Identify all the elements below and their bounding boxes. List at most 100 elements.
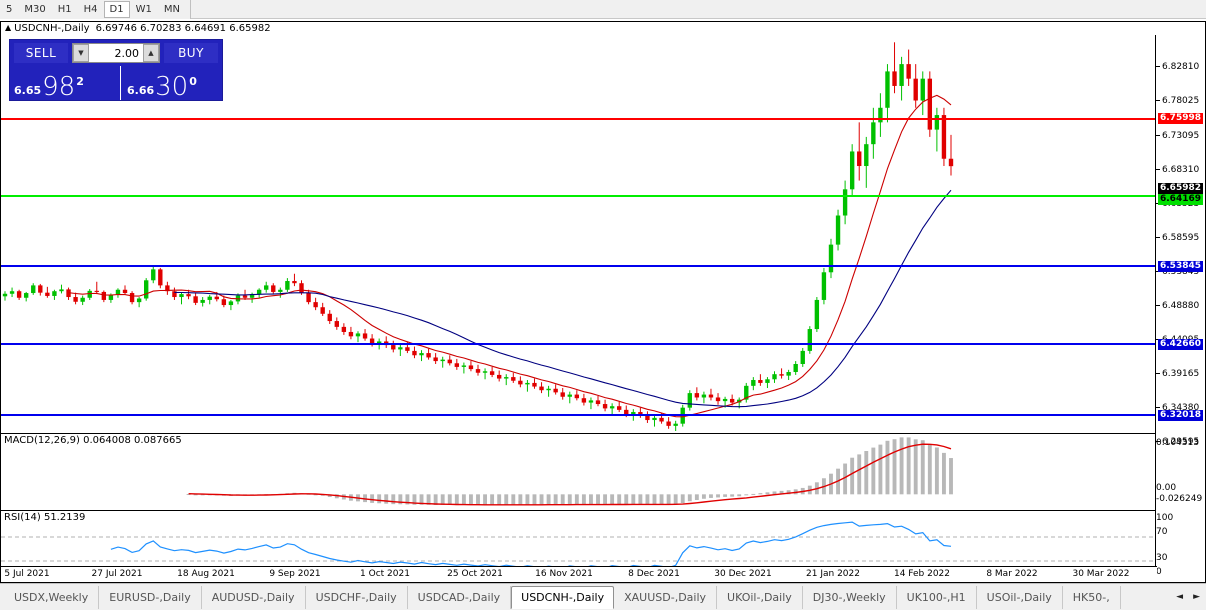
tab-scroll-right-icon[interactable]: ► [1193, 592, 1200, 602]
price-marker-tag: 6.75998 [1158, 113, 1203, 124]
price-tick-label: 6.82810 [1156, 62, 1199, 72]
time-axis-label: 25 Oct 2021 [447, 569, 503, 579]
tab-scroll-left-icon[interactable]: ◄ [1176, 592, 1184, 602]
sell-button[interactable]: SELL [14, 43, 68, 63]
time-axis-label: 8 Dec 2021 [628, 569, 680, 579]
one-click-trading-panel[interactable]: SELL ▼ 2.00 ▲ BUY 6.65 98 2 6.66 30 0 [9, 39, 223, 101]
chart-tab-usdchfdaily[interactable]: USDCHF-,Daily [306, 585, 408, 609]
timeframe-button-mn[interactable]: MN [163, 4, 180, 15]
tab-scroll-arrows[interactable]: ◄ ► [1176, 592, 1206, 602]
macd-tick-label: 0.104313 [1156, 438, 1199, 448]
buy-price-fraction: 0 [189, 75, 197, 88]
rsi-tick-label: 100 [1156, 513, 1174, 523]
price-tick-label: 6.29595 [1156, 437, 1199, 447]
price-marker-tag: 6.53845 [1158, 261, 1203, 272]
trade-panel-top-row: SELL ▼ 2.00 ▲ BUY [10, 40, 222, 66]
candlestick-plot [2, 42, 954, 431]
price-tick-label: 6.78025 [1156, 96, 1199, 106]
time-axis-label: 30 Mar 2022 [1072, 569, 1130, 579]
time-axis[interactable]: 5 Jul 2021 27 Jul 2021 18 Aug 2021 9 Sep 20… [1, 566, 1157, 582]
chart-tab-eurusddaily[interactable]: EURUSD-,Daily [99, 585, 202, 609]
price-tick-label: 6.39165 [1156, 369, 1199, 379]
time-axis-label: 30 Dec 2021 [714, 569, 772, 579]
chart-tab-hk50[interactable]: HK50-, [1063, 585, 1121, 609]
macd-signal-line [188, 443, 952, 506]
level-line-blue[interactable] [1, 414, 1157, 416]
price-tick-label: 6.34380 [1156, 403, 1199, 413]
level-line-red[interactable] [1, 118, 1157, 120]
time-axis-label: 21 Jan 2022 [806, 569, 860, 579]
level-line-green[interactable] [1, 195, 1157, 197]
rsi-tick-label: 0 [1156, 567, 1162, 577]
sell-price-prefix: 6.65 [14, 84, 42, 97]
volume-stepper[interactable]: ▼ 2.00 ▲ [72, 43, 160, 63]
chart-tab-xauusddaily[interactable]: XAUUSD-,Daily [614, 585, 718, 609]
timeframe-button-5[interactable]: 5 [6, 4, 13, 15]
macd-pane[interactable]: MACD(12,26,9) 0.064008 0.087665 [1, 433, 1157, 509]
time-axis-label: 16 Nov 2021 [535, 569, 593, 579]
chart-tab-usdcaddaily[interactable]: USDCAD-,Daily [408, 585, 512, 609]
chart-ohlc-values: 6.69746 6.70283 6.64691 6.65982 [95, 23, 271, 34]
moving-average-slow [174, 189, 952, 408]
buy-button[interactable]: BUY [164, 43, 218, 63]
timeframe-button-m30[interactable]: M30 [24, 4, 46, 15]
price-tick-label: 6.68310 [1156, 165, 1199, 175]
volume-input[interactable]: 2.00 [114, 46, 140, 60]
timeframe-button-h1[interactable]: H1 [57, 4, 72, 15]
collapse-triangle-icon[interactable]: ▲ [5, 23, 12, 32]
macd-tick-label: -0.026249 [1156, 494, 1203, 504]
timeframe-group: 5 M30 H1 H4 D1 W1 MN [0, 0, 191, 19]
chart-tab-usoildaily[interactable]: USOil-,Daily [977, 585, 1063, 609]
timeframe-button-w1[interactable]: W1 [135, 4, 152, 15]
chart-symbol-label: USDCNH-,Daily [14, 23, 90, 34]
macd-plot [186, 437, 953, 506]
candle-series [2, 42, 954, 431]
time-axis-label: 27 Jul 2021 [91, 569, 143, 579]
volume-increment-button[interactable]: ▲ [143, 44, 159, 62]
timeframe-toolbar: 5 M30 H1 H4 D1 W1 MN [0, 0, 1206, 19]
rsi-tick-label: 70 [1156, 527, 1168, 537]
buy-price-main: 30 [155, 72, 189, 102]
time-axis-label: 5 Jul 2021 [4, 569, 50, 579]
timeframe-button-h4[interactable]: H4 [83, 4, 98, 15]
volume-decrement-button[interactable]: ▼ [73, 44, 89, 62]
trade-panel-prices-row: 6.65 98 2 6.66 30 0 [10, 66, 222, 100]
chart-tab-usdcnhdaily[interactable]: USDCNH-,Daily [511, 585, 615, 609]
rsi-label: RSI(14) 51.2139 [4, 512, 86, 523]
chart-title-bar: ▲ USDCNH-,Daily 6.69746 6.70283 6.64691 6.… [1, 22, 1205, 35]
sell-price-main: 98 [42, 72, 76, 102]
level-line-blue[interactable] [1, 265, 1157, 267]
level-line-blue[interactable] [1, 343, 1157, 345]
buy-price-display[interactable]: 6.66 30 0 [120, 66, 220, 100]
chart-frame: ▲ USDCNH-,Daily 6.69746 6.70283 6.64691 6.… [0, 21, 1206, 583]
price-scale[interactable]: 6.828106.780256.730956.683106.635236.585… [1155, 35, 1205, 582]
price-marker-tag: 6.42660 [1158, 339, 1203, 350]
timeframe-button-d1[interactable]: D1 [103, 1, 130, 18]
price-marker-tag: 6.65982 [1158, 183, 1203, 194]
price-pane[interactable] [1, 35, 1157, 431]
price-tick-label: 6.73095 [1156, 131, 1199, 141]
price-marker-tag: 6.64169 [1158, 194, 1203, 205]
time-axis-label: 18 Aug 2021 [177, 569, 235, 579]
sell-price-display[interactable]: 6.65 98 2 [14, 66, 114, 100]
macd-tick-label: 0.00 [1156, 483, 1177, 493]
chart-tab-usdxweekly[interactable]: USDX,Weekly [4, 585, 100, 609]
chart-tab-dj30weekly[interactable]: DJ30-,Weekly [803, 585, 897, 609]
sell-price-fraction: 2 [76, 75, 84, 88]
chart-tab-ukoildaily[interactable]: UKOil-,Daily [717, 585, 803, 609]
time-axis-label: 9 Sep 2021 [269, 569, 321, 579]
chart-tab-bar[interactable]: USDX,Weekly EURUSD-,Daily AUDUSD-,Daily USD… [0, 583, 1206, 610]
buy-price-prefix: 6.66 [127, 84, 155, 97]
chart-tab-audusddaily[interactable]: AUDUSD-,Daily [202, 585, 306, 609]
price-tick-label: 6.48880 [1156, 301, 1199, 311]
time-axis-label: 14 Feb 2022 [893, 569, 951, 579]
price-marker-tag: 6.32018 [1158, 410, 1203, 421]
macd-label: MACD(12,26,9) 0.064008 0.087665 [4, 435, 182, 446]
macd-histogram [186, 437, 953, 506]
rsi-line [110, 521, 952, 569]
moving-average-fast [68, 94, 952, 418]
price-tick-label: 6.58595 [1156, 233, 1199, 243]
chart-tab-uk100h1[interactable]: UK100-,H1 [897, 585, 977, 609]
time-axis-label: 1 Oct 2021 [360, 569, 410, 579]
